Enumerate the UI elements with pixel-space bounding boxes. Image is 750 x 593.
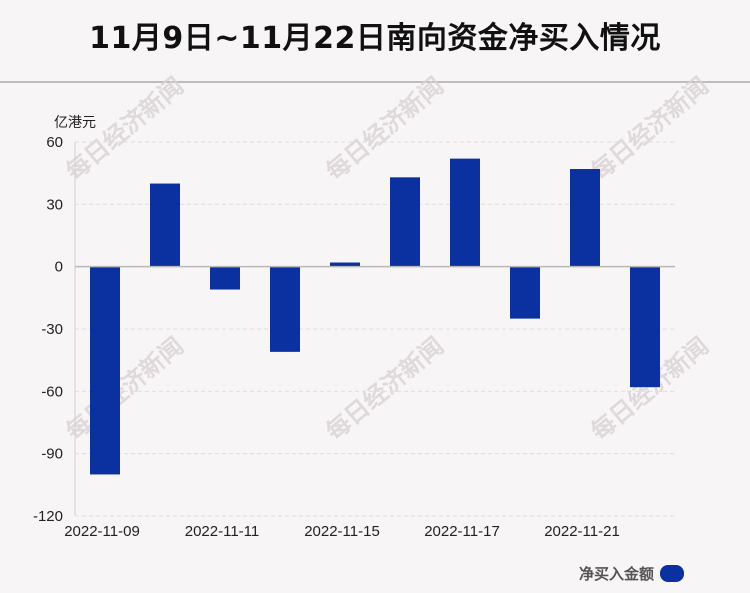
bar (90, 266, 120, 475)
y-tick-label: 0 (55, 259, 63, 276)
bar (150, 183, 180, 267)
watermark-text: 每日经济新闻 (60, 331, 189, 446)
bars (90, 158, 660, 475)
x-tick-label: 2022-11-17 (424, 523, 500, 540)
y-tick-label: -90 (41, 446, 63, 463)
x-ticks: 2022-11-09 2022-11-11 2022-11-15 2022-11-17… (64, 523, 620, 540)
y-axis-unit: 亿港元 (54, 115, 96, 131)
y-tick-label: 60 (46, 134, 63, 151)
x-tick-label: 2022-11-21 (544, 523, 620, 540)
watermark-text: 每日经济新闻 (320, 331, 449, 446)
watermark-text: 每日经济新闻 (320, 71, 449, 186)
x-tick-label: 2022-11-11 (185, 523, 260, 540)
bar (450, 158, 480, 267)
title-divider (0, 81, 750, 83)
bar (270, 266, 300, 352)
y-tick-label: -120 (33, 508, 63, 525)
y-tick-label: -60 (41, 383, 63, 400)
x-tick-label: 2022-11-15 (304, 523, 380, 540)
watermark-text: 每日经济新闻 (60, 71, 189, 186)
y-tick-label: -30 (41, 321, 63, 338)
chart-title: 11月9日~11月22日南向资金净买入情况 (89, 21, 661, 56)
bar (330, 262, 360, 267)
legend-swatch (660, 565, 684, 582)
x-tick-label: 2022-11-09 (64, 523, 140, 540)
watermark-text: 每日经济新闻 (585, 71, 714, 186)
bar (570, 169, 600, 267)
bar (390, 177, 420, 267)
legend-label: 净买入金额 (578, 565, 654, 583)
legend: 净买入金额 (579, 563, 684, 584)
bar (510, 266, 540, 319)
y-ticks: 60 30 0 -30 -60 -90 -120 (33, 134, 63, 525)
bar (630, 266, 660, 388)
axes (74, 142, 675, 516)
bar (210, 266, 240, 290)
y-tick-label: 30 (46, 196, 63, 213)
